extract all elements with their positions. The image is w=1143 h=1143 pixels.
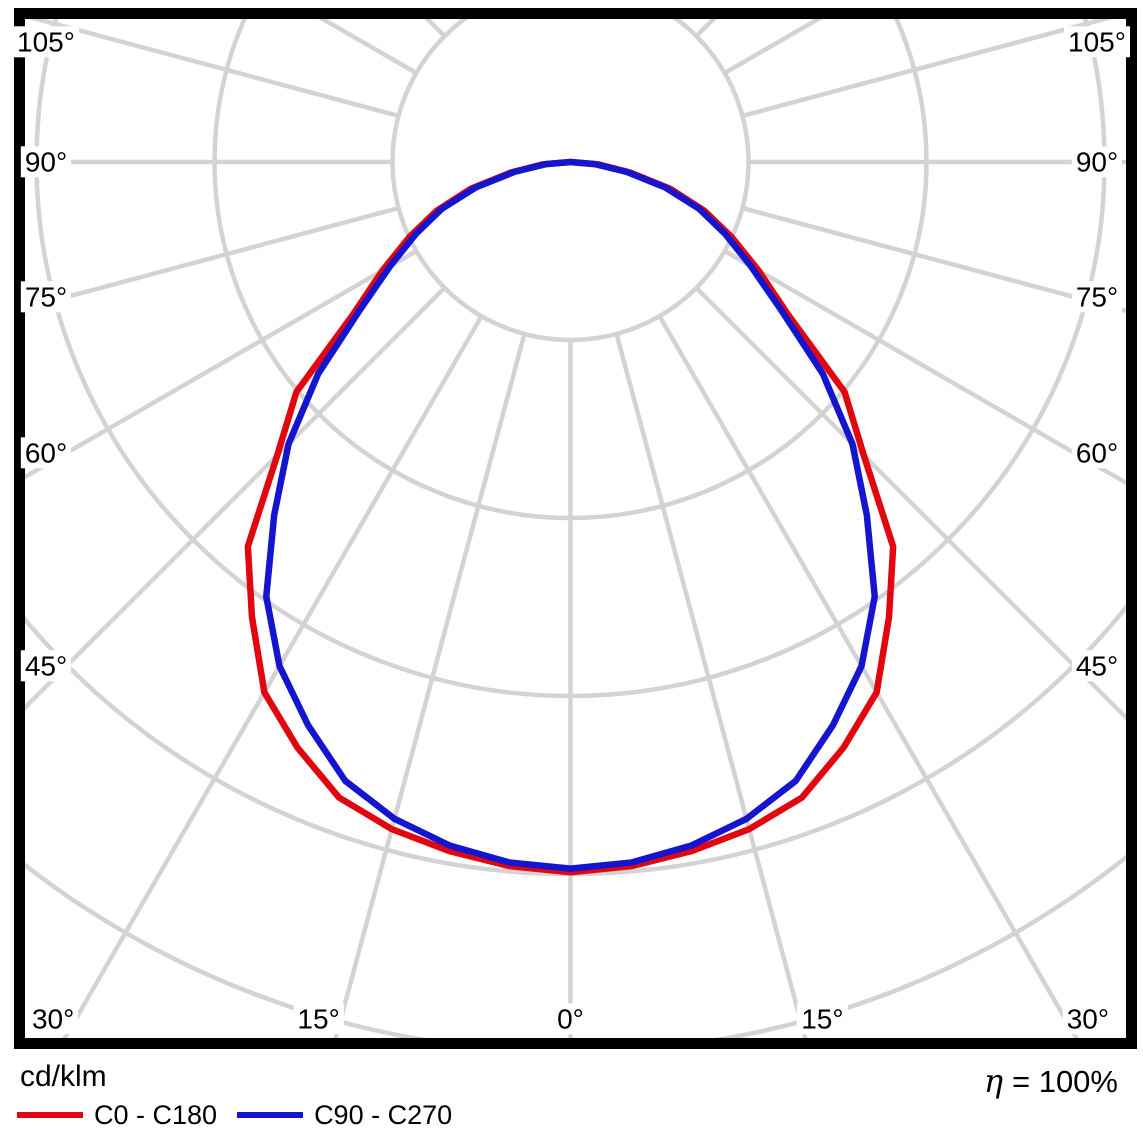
efficiency-value: = 100% <box>1011 1064 1118 1099</box>
grid-radial <box>741 205 1132 315</box>
gamma-tick-left-45: 45° <box>20 650 72 682</box>
gamma-tick-bottom-left-15: 15° <box>293 1003 344 1035</box>
grid-radial <box>19 249 418 484</box>
curve-c90-c270 <box>263 158 878 872</box>
grid-radial <box>741 13 1132 119</box>
curve-c0-c180 <box>244 158 897 876</box>
gamma-tick-bottom-center-0: 0° <box>553 1003 588 1035</box>
efficiency-readout: η = 100% <box>984 1062 1118 1100</box>
chart-frame <box>14 8 1137 1049</box>
grid-radial <box>660 0 1143 8</box>
grid-radial <box>723 249 1132 489</box>
gamma-tick-bottom-right-15: 15° <box>797 1003 848 1035</box>
gamma-tick-bottom-right-30: 30° <box>1062 1003 1114 1035</box>
eta-symbol: η <box>983 1062 1003 1100</box>
legend: C0 - C180 C90 - C270 <box>17 1099 452 1131</box>
grid-radial <box>19 205 400 313</box>
gamma-tick-left-90: 90° <box>20 146 72 178</box>
gamma-tick-right-60: 60° <box>1071 437 1123 469</box>
grid-radial <box>657 315 1083 1044</box>
legend-entry-c90-c270: C90 - C270 <box>237 1100 452 1131</box>
gamma-tick-right-105: 105° <box>1064 26 1130 58</box>
unit-label: cd/klm <box>20 1060 107 1093</box>
grid-radial <box>19 13 400 119</box>
grid-radial <box>331 333 527 1044</box>
gamma-tick-right-45: 45° <box>1071 650 1123 682</box>
gamma-tick-right-90: 90° <box>1071 146 1123 178</box>
gamma-tick-left-105: 105° <box>13 26 79 58</box>
gamma-tick-bottom-left-30: 30° <box>27 1003 79 1035</box>
legend-swatch-blue-line <box>237 1112 304 1118</box>
gamma-tick-left-75: 75° <box>20 281 72 313</box>
legend-label-c0-c180: C0 - C180 <box>94 1099 218 1130</box>
grid-radial <box>58 315 484 1044</box>
legend-label-c90-c270: C90 - C270 <box>314 1099 453 1130</box>
grid-radial <box>614 333 810 1044</box>
legend-entry-c0-c180: C0 - C180 <box>17 1100 217 1131</box>
grid-ring <box>390 13 751 343</box>
intensity-curves <box>244 158 897 876</box>
grid-radial <box>0 0 482 8</box>
legend-swatch-red-line <box>17 1112 83 1118</box>
gamma-tick-right-75: 75° <box>1071 281 1123 313</box>
gamma-tick-left-60: 60° <box>20 437 72 469</box>
